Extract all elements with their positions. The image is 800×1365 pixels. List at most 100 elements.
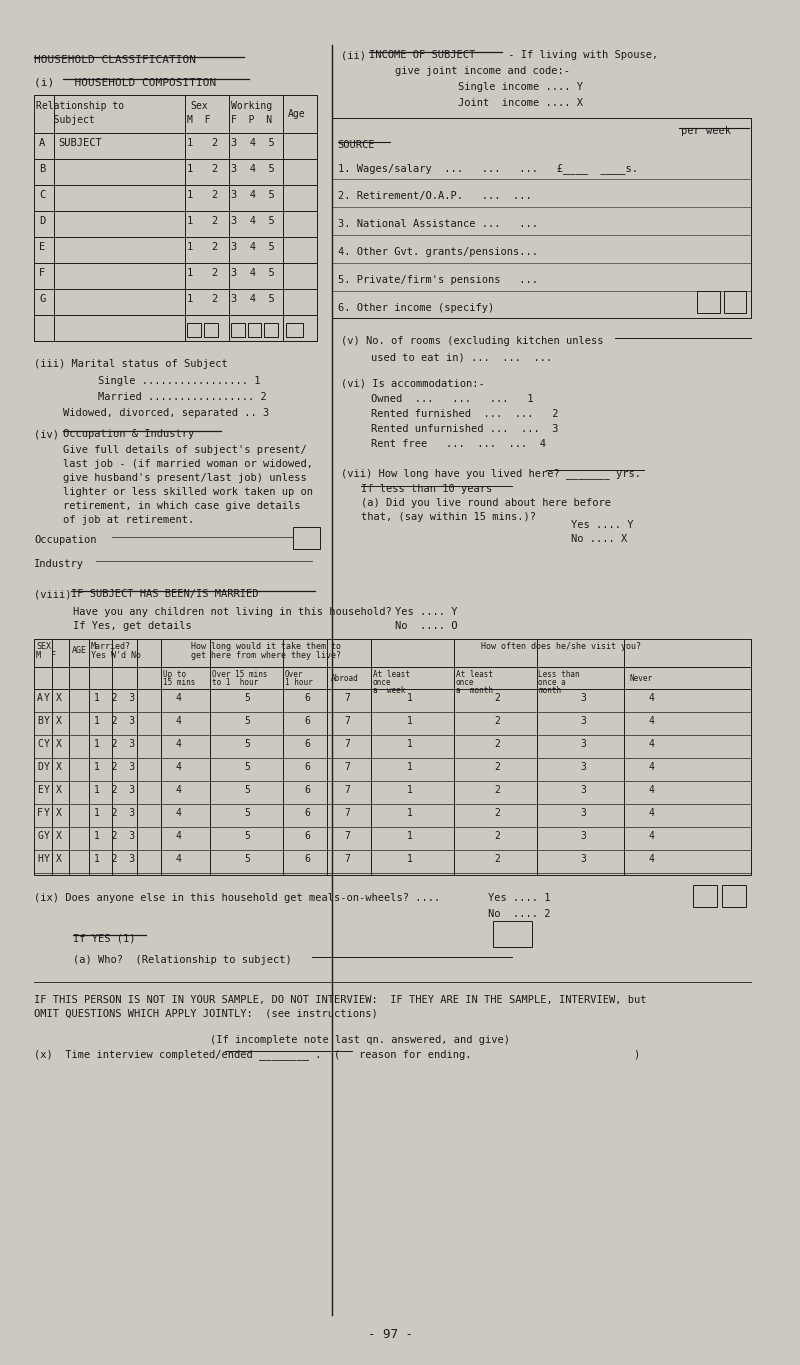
Text: - If living with Spouse,: - If living with Spouse, xyxy=(502,51,658,60)
Text: Relationship to: Relationship to xyxy=(36,101,124,111)
Text: Y: Y xyxy=(44,785,50,794)
Text: Less than: Less than xyxy=(538,670,580,678)
Text: get here from where they live?: get here from where they live? xyxy=(191,651,341,661)
Text: 1   2: 1 2 xyxy=(187,293,218,304)
Text: 1  2  3: 1 2 3 xyxy=(94,830,134,841)
Bar xyxy=(34,96,317,341)
Text: AGE: AGE xyxy=(72,646,87,655)
Text: 7: 7 xyxy=(344,762,350,771)
Text: Up to: Up to xyxy=(163,670,186,678)
Text: Yes W'd No: Yes W'd No xyxy=(90,651,141,661)
Text: 1: 1 xyxy=(406,692,413,703)
Text: G: G xyxy=(39,293,46,304)
Bar xyxy=(286,324,303,337)
Text: month: month xyxy=(538,687,562,695)
Text: 1: 1 xyxy=(406,715,413,726)
Text: (a) Who?  (Relationship to subject): (a) Who? (Relationship to subject) xyxy=(73,955,292,965)
Text: Rented furnished  ...  ...   2: Rented furnished ... ... 2 xyxy=(370,410,558,419)
Text: IF THIS PERSON IS NOT IN YOUR SAMPLE, DO NOT INTERVIEW:  IF THEY ARE IN THE SAMP: IF THIS PERSON IS NOT IN YOUR SAMPLE, DO… xyxy=(34,995,646,1005)
Bar xyxy=(187,324,201,337)
Text: H: H xyxy=(37,853,43,864)
Bar xyxy=(204,324,218,337)
Text: (a) Did you live round about here before: (a) Did you live round about here before xyxy=(361,498,611,508)
Text: 15 mins: 15 mins xyxy=(163,678,195,687)
Text: give husband's present/last job) unless: give husband's present/last job) unless xyxy=(63,474,307,483)
Text: 7: 7 xyxy=(344,715,350,726)
Text: 2: 2 xyxy=(494,785,501,794)
Text: 4. Other Gvt. grants/pensions...: 4. Other Gvt. grants/pensions... xyxy=(338,247,538,257)
Text: Y: Y xyxy=(44,715,50,726)
Text: D: D xyxy=(37,762,43,771)
Text: Age: Age xyxy=(288,109,306,119)
Text: No  .... 2: No .... 2 xyxy=(488,909,550,919)
Text: 6: 6 xyxy=(304,785,310,794)
Text: 4: 4 xyxy=(175,830,182,841)
Text: (vi) Is accommodation:-: (vi) Is accommodation:- xyxy=(342,378,485,388)
Text: If Yes, get details: If Yes, get details xyxy=(73,621,192,631)
Bar xyxy=(332,117,751,318)
Text: X: X xyxy=(56,738,62,748)
Text: 3. National Assistance ...   ...: 3. National Assistance ... ... xyxy=(338,218,538,229)
Text: 1  2  3: 1 2 3 xyxy=(94,785,134,794)
Bar xyxy=(34,639,751,875)
Text: Single ................. 1: Single ................. 1 xyxy=(98,375,260,386)
Text: INCOME OF SUBJECT: INCOME OF SUBJECT xyxy=(369,51,475,60)
Bar xyxy=(722,885,746,906)
Text: F: F xyxy=(37,808,43,818)
Text: 4: 4 xyxy=(175,738,182,748)
Text: 1   2: 1 2 xyxy=(187,216,218,227)
Text: 1: 1 xyxy=(406,785,413,794)
Text: 3: 3 xyxy=(581,808,586,818)
Bar xyxy=(231,324,245,337)
Text: 4: 4 xyxy=(649,785,654,794)
Text: 1   2: 1 2 xyxy=(187,164,218,173)
Text: last job - (if married woman or widowed,: last job - (if married woman or widowed, xyxy=(63,459,314,470)
Text: 2: 2 xyxy=(494,853,501,864)
Text: X: X xyxy=(56,715,62,726)
Text: Rented unfurnished ...  ...  3: Rented unfurnished ... ... 3 xyxy=(370,425,558,434)
Text: 5: 5 xyxy=(244,738,250,748)
Text: E: E xyxy=(39,242,46,253)
Text: that, (say within 15 mins.)?: that, (say within 15 mins.)? xyxy=(361,512,536,521)
Text: 3: 3 xyxy=(581,692,586,703)
Text: 2: 2 xyxy=(494,808,501,818)
Text: 4: 4 xyxy=(649,738,654,748)
Text: 2: 2 xyxy=(494,715,501,726)
Text: 6: 6 xyxy=(304,738,310,748)
Text: once: once xyxy=(455,678,474,687)
Text: 2. Retirement/O.A.P.   ...  ...: 2. Retirement/O.A.P. ... ... xyxy=(338,191,531,201)
Text: (x)  Time interview completed/ended ________ .  (   reason for ending.          : (x) Time interview completed/ended _____… xyxy=(34,1048,640,1059)
Text: Over: Over xyxy=(285,670,303,678)
Text: 1  2  3: 1 2 3 xyxy=(94,808,134,818)
Text: 7: 7 xyxy=(344,808,350,818)
Text: 5: 5 xyxy=(244,762,250,771)
Text: 5: 5 xyxy=(244,785,250,794)
Text: F: F xyxy=(39,268,46,278)
Text: C: C xyxy=(39,190,46,201)
Text: 7: 7 xyxy=(344,692,350,703)
Text: 3  4  5: 3 4 5 xyxy=(231,293,275,304)
Text: 1  2  3: 1 2 3 xyxy=(94,738,134,748)
Text: 6: 6 xyxy=(304,692,310,703)
Text: Y: Y xyxy=(44,830,50,841)
Text: (ii): (ii) xyxy=(342,51,379,60)
Text: 7: 7 xyxy=(344,830,350,841)
Text: 6: 6 xyxy=(304,808,310,818)
Text: 4: 4 xyxy=(649,762,654,771)
Text: 4: 4 xyxy=(649,830,654,841)
Text: OMIT QUESTIONS WHICH APPLY JOINTLY:  (see instructions): OMIT QUESTIONS WHICH APPLY JOINTLY: (see… xyxy=(34,1009,378,1020)
Text: 3  4  5: 3 4 5 xyxy=(231,268,275,278)
Text: (iii) Marital status of Subject: (iii) Marital status of Subject xyxy=(34,359,228,369)
Text: Never: Never xyxy=(629,674,652,682)
Text: 1   2: 1 2 xyxy=(187,138,218,147)
Text: 3: 3 xyxy=(581,738,586,748)
Text: 1: 1 xyxy=(406,808,413,818)
Text: 6. Other income (specify): 6. Other income (specify) xyxy=(338,303,494,313)
Text: 2: 2 xyxy=(494,830,501,841)
Text: Sex: Sex xyxy=(190,101,208,111)
Bar xyxy=(293,527,320,549)
Text: (v) No. of rooms (excluding kitchen unless: (v) No. of rooms (excluding kitchen unle… xyxy=(342,336,604,345)
Text: 6: 6 xyxy=(304,853,310,864)
Text: Yes .... Y: Yes .... Y xyxy=(395,607,458,617)
Text: 3: 3 xyxy=(581,715,586,726)
